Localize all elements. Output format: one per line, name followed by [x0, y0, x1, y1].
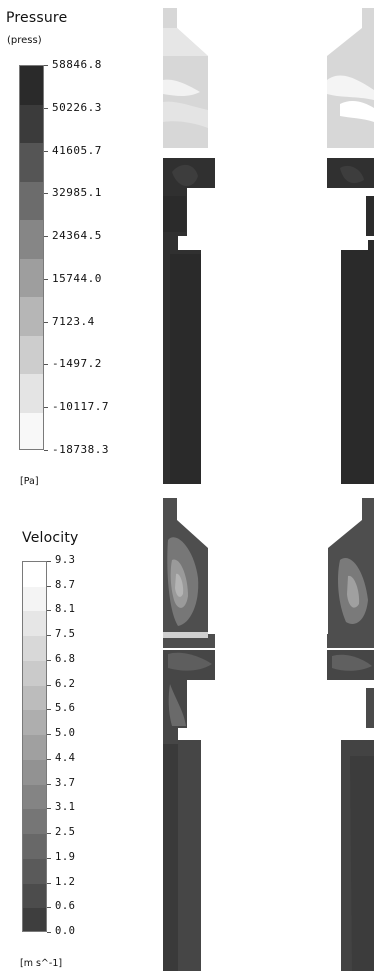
pressure-tick-mark	[44, 364, 48, 365]
velocity-contour-right	[327, 498, 374, 971]
velocity-legend-title: Velocity	[22, 530, 79, 546]
pressure-tick-mark	[44, 65, 48, 66]
velocity-tick-mark	[47, 932, 51, 933]
pressure-tick-label: 58846.8	[52, 58, 102, 71]
pressure-tick-label: -10117.7	[52, 400, 109, 413]
pressure-color-band	[20, 258, 43, 298]
pressure-color-band	[20, 297, 43, 336]
pressure-tick-mark	[44, 236, 48, 237]
velocity-tick-mark	[47, 586, 51, 587]
velocity-tick-label: 1.2	[55, 876, 76, 888]
velocity-color-band	[23, 834, 46, 860]
velocity-tick-mark	[47, 907, 51, 908]
velocity-tick-mark	[47, 610, 51, 611]
pressure-contour-left	[163, 8, 215, 484]
velocity-color-band	[23, 710, 46, 736]
pressure-color-band	[20, 335, 43, 375]
velocity-tick-mark	[47, 685, 51, 686]
velocity-color-band	[23, 858, 46, 885]
velocity-color-band	[23, 908, 46, 931]
velocity-tick-mark	[47, 635, 51, 636]
pressure-legend-subtitle: (press)	[7, 35, 42, 46]
pressure-tick-label: 41605.7	[52, 144, 102, 157]
pressure-tick-mark	[44, 450, 48, 451]
velocity-color-band	[23, 562, 46, 588]
velocity-tick-label: 3.1	[55, 801, 76, 813]
pressure-tick-label: 32985.1	[52, 186, 102, 199]
velocity-tick-mark	[47, 561, 51, 562]
velocity-color-band	[23, 586, 46, 612]
pressure-tick-mark	[44, 193, 48, 194]
pressure-tick-mark	[44, 108, 48, 109]
pressure-tick-mark	[44, 322, 48, 323]
velocity-color-band	[23, 809, 46, 835]
velocity-color-band	[23, 784, 46, 810]
velocity-tick-label: 0.0	[55, 925, 76, 937]
pressure-tick-mark	[44, 151, 48, 152]
pressure-tick-label: 15744.0	[52, 272, 102, 285]
velocity-tick-mark	[47, 808, 51, 809]
velocity-tick-mark	[47, 784, 51, 785]
pressure-color-band	[20, 374, 43, 413]
pressure-tick-label: -18738.3	[52, 443, 109, 456]
velocity-colorbar	[22, 561, 47, 932]
velocity-tick-label: 0.6	[55, 900, 76, 912]
velocity-color-band	[23, 883, 46, 909]
velocity-tick-label: 5.6	[55, 702, 76, 714]
velocity-unit-label: [m s^-1]	[20, 958, 63, 969]
pressure-tick-label: 50226.3	[52, 101, 102, 114]
pressure-unit-label: [Pa]	[20, 476, 39, 487]
velocity-color-band	[23, 685, 46, 711]
velocity-tick-mark	[47, 709, 51, 710]
pressure-color-band	[20, 66, 43, 105]
velocity-color-band	[23, 759, 46, 786]
velocity-tick-label: 8.7	[55, 579, 76, 591]
velocity-tick-label: 6.8	[55, 653, 76, 665]
velocity-tick-mark	[47, 883, 51, 884]
velocity-color-band	[23, 735, 46, 761]
pressure-tick-mark	[44, 407, 48, 408]
pressure-color-band	[20, 143, 43, 182]
velocity-tick-mark	[47, 660, 51, 661]
velocity-color-band	[23, 611, 46, 637]
velocity-tick-label: 2.5	[55, 826, 76, 838]
velocity-tick-label: 9.3	[55, 554, 76, 566]
pressure-tick-label: -1497.2	[52, 357, 102, 370]
velocity-tick-mark	[47, 759, 51, 760]
velocity-tick-label: 7.5	[55, 628, 76, 640]
velocity-contour-left	[163, 498, 215, 971]
velocity-tick-label: 8.1	[55, 603, 76, 615]
velocity-tick-mark	[47, 833, 51, 834]
pressure-contour-right	[327, 8, 374, 484]
pressure-tick-label: 7123.4	[52, 315, 95, 328]
pressure-legend-title: Pressure	[6, 10, 68, 26]
velocity-tick-label: 1.9	[55, 851, 76, 863]
velocity-tick-mark	[47, 734, 51, 735]
pressure-color-band	[20, 104, 43, 144]
pressure-tick-label: 24364.5	[52, 229, 102, 242]
velocity-tick-label: 4.4	[55, 752, 76, 764]
pressure-tick-mark	[44, 279, 48, 280]
velocity-tick-label: 6.2	[55, 678, 76, 690]
velocity-color-band	[23, 660, 46, 687]
velocity-tick-mark	[47, 858, 51, 859]
velocity-tick-label: 3.7	[55, 777, 76, 789]
velocity-tick-label: 5.0	[55, 727, 76, 739]
pressure-color-band	[20, 412, 43, 449]
velocity-color-band	[23, 636, 46, 662]
pressure-colorbar	[19, 65, 44, 450]
pressure-color-band	[20, 220, 43, 259]
pressure-color-band	[20, 181, 43, 221]
